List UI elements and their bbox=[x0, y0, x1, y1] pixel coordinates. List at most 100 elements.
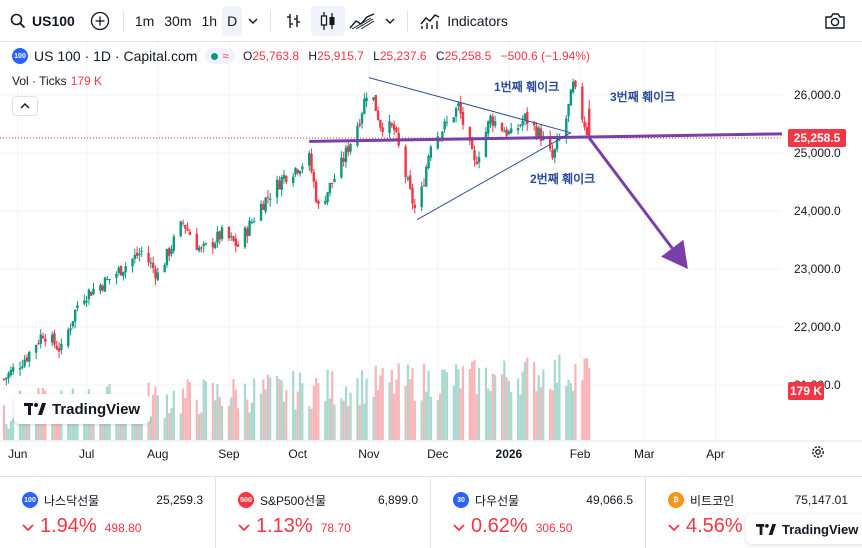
volume-bar bbox=[422, 364, 426, 440]
candle-body bbox=[365, 97, 368, 102]
support-line[interactable] bbox=[309, 132, 783, 143]
candle-body bbox=[266, 196, 270, 198]
compare-symbol-button[interactable] bbox=[83, 6, 117, 36]
symbol-search-button[interactable]: US100 bbox=[0, 6, 83, 36]
volume-bar bbox=[216, 383, 219, 440]
ticker-nasdaq-futures[interactable]: 100 나스닥선물 25,259.3 1.94% 498.80 bbox=[0, 477, 215, 548]
volume-bar bbox=[152, 394, 155, 440]
symbol-title[interactable]: US 100 · 1D · Capital.com bbox=[34, 48, 198, 64]
volume-bar bbox=[455, 364, 458, 440]
volume-bar bbox=[585, 358, 589, 440]
candle-body bbox=[317, 200, 320, 204]
volume-bar bbox=[475, 394, 478, 440]
ticker-price: 6,899.0 bbox=[377, 493, 418, 507]
time-tick-label: Apr bbox=[706, 447, 725, 461]
candle-body bbox=[294, 167, 297, 175]
volume-bar bbox=[420, 400, 423, 440]
candle-body bbox=[477, 157, 481, 163]
snapshot-button[interactable] bbox=[818, 6, 852, 36]
volume-bar bbox=[360, 370, 364, 440]
candle-body bbox=[227, 226, 231, 239]
timeframe-1m[interactable]: 1m bbox=[134, 12, 155, 29]
candle-chart-type-button[interactable] bbox=[311, 5, 346, 36]
high-label: H bbox=[308, 49, 318, 63]
volume-tag: 179 K bbox=[788, 382, 824, 400]
indicators-button[interactable]: Indicators bbox=[414, 6, 514, 36]
candle-body bbox=[487, 121, 490, 134]
timeframe-1h[interactable]: 1h bbox=[201, 12, 218, 29]
candle-body bbox=[344, 147, 348, 163]
candle-body bbox=[106, 278, 109, 280]
tradingview-watermark[interactable]: TradingView bbox=[14, 394, 151, 424]
area-chart-icon bbox=[349, 12, 375, 29]
ticker-dow-futures[interactable]: 30 다우선물 49,066.5 0.62% 306.50 bbox=[430, 477, 645, 548]
volume-bar bbox=[523, 362, 527, 440]
candle-body bbox=[526, 111, 529, 125]
candle-body bbox=[92, 288, 95, 295]
volume-bar bbox=[51, 422, 54, 440]
candle-body bbox=[259, 203, 263, 221]
volume-bar bbox=[553, 359, 556, 440]
volume-legend[interactable]: Vol · Ticks 179 K bbox=[12, 74, 102, 88]
candle-body bbox=[204, 243, 208, 245]
projection-arrow[interactable] bbox=[588, 137, 688, 269]
time-tick-label: Aug bbox=[147, 447, 168, 461]
candle-body bbox=[122, 271, 125, 277]
candle-body bbox=[422, 185, 426, 187]
upper-trendline[interactable] bbox=[368, 77, 571, 134]
volume-bar bbox=[477, 367, 481, 440]
ticker-sp500-futures[interactable]: 500 S&P500선물 6,899.0 1.13% 78.70 bbox=[215, 477, 430, 548]
tradingview-badge-label: TradingView bbox=[782, 521, 859, 537]
bar-chart-type-button[interactable] bbox=[277, 6, 311, 36]
ticker-change: 306.50 bbox=[535, 521, 573, 535]
candle-body bbox=[390, 123, 394, 126]
volume-bar bbox=[473, 359, 476, 440]
volume-bar bbox=[395, 379, 398, 440]
chevron-down-icon bbox=[453, 519, 465, 537]
gear-icon bbox=[812, 446, 824, 458]
timeframe-dropdown[interactable] bbox=[242, 6, 264, 36]
chart-settings-button[interactable] bbox=[810, 444, 826, 465]
volume-label: Vol · Ticks bbox=[12, 74, 67, 88]
tradingview-badge[interactable]: TradingView bbox=[746, 514, 862, 544]
ticker-logo: 30 bbox=[453, 492, 469, 508]
candle-body bbox=[427, 156, 430, 169]
volume-bar bbox=[39, 408, 42, 440]
area-chart-type-button[interactable] bbox=[345, 6, 379, 36]
market-status[interactable]: ≈ bbox=[205, 48, 235, 64]
candle-body bbox=[379, 120, 382, 128]
candle-body bbox=[535, 126, 538, 138]
candle-body bbox=[425, 166, 428, 187]
candle-body bbox=[509, 128, 513, 134]
chart-type-dropdown[interactable] bbox=[379, 6, 401, 36]
candle-body bbox=[69, 328, 72, 331]
volume-bar bbox=[308, 406, 311, 440]
time-tick-label: Sep bbox=[218, 447, 240, 461]
candle-body bbox=[124, 266, 127, 273]
annotation-shakeout-3: 3번째 훼이크 bbox=[610, 89, 675, 104]
chevron-down-icon bbox=[238, 519, 250, 537]
candle-body bbox=[282, 174, 286, 179]
volume-bar bbox=[406, 364, 410, 440]
toolbar-divider bbox=[122, 9, 124, 32]
candle-body bbox=[521, 120, 524, 126]
collapse-legend-button[interactable] bbox=[12, 96, 38, 116]
volume-bar bbox=[165, 394, 169, 440]
candle-body bbox=[314, 181, 318, 202]
candle-body bbox=[2, 378, 6, 380]
candle-body bbox=[388, 121, 391, 133]
ticker-name: 다우선물 bbox=[475, 493, 520, 508]
close-value: 25,258.5 bbox=[444, 49, 492, 63]
candle-body bbox=[7, 373, 10, 379]
ticker-bitcoin[interactable]: ₿ 비트코인 75,147.01 4.56% bbox=[645, 477, 860, 548]
time-axis[interactable]: Jun Jul Aug Sep Oct Nov Dec 2026 Feb Mar Apr bbox=[0, 440, 862, 461]
volume-bar bbox=[230, 397, 233, 440]
candle-body bbox=[298, 170, 302, 174]
volume-bar bbox=[211, 382, 214, 440]
volume-bar bbox=[248, 412, 251, 440]
volume-bar bbox=[90, 414, 93, 440]
timeframe-d[interactable]: D bbox=[222, 5, 243, 36]
timeframe-30m[interactable]: 30m bbox=[164, 12, 192, 29]
candle-body bbox=[133, 254, 137, 259]
lower-trendline[interactable] bbox=[416, 132, 572, 221]
